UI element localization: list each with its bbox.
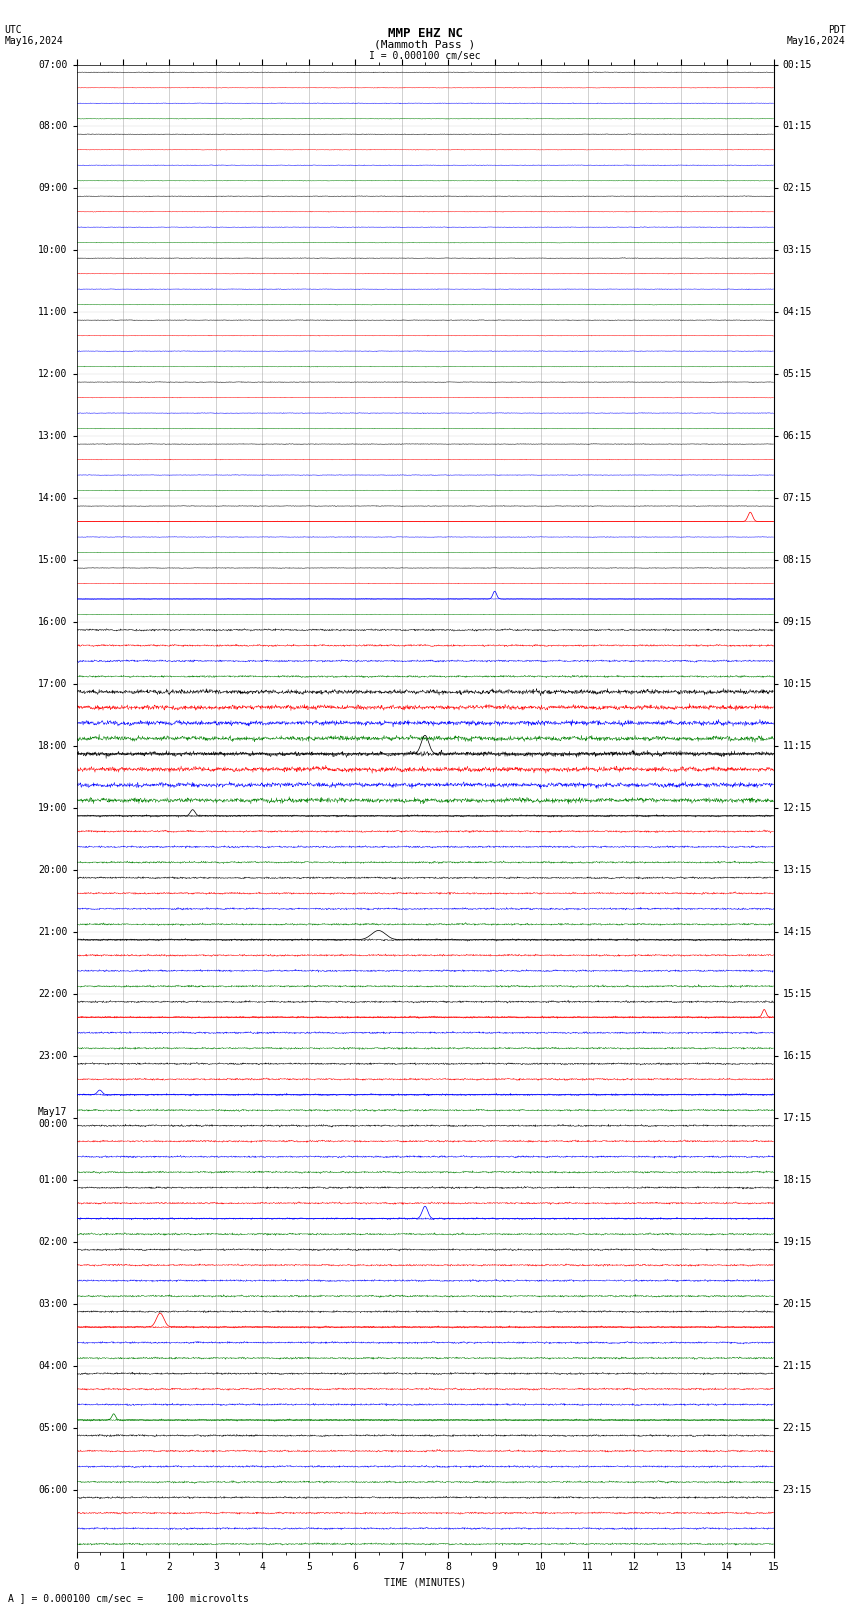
X-axis label: TIME (MINUTES): TIME (MINUTES) bbox=[384, 1578, 466, 1587]
Text: UTC: UTC bbox=[4, 24, 22, 35]
Text: I = 0.000100 cm/sec: I = 0.000100 cm/sec bbox=[369, 50, 481, 61]
Text: PDT: PDT bbox=[828, 24, 846, 35]
Text: MMP EHZ NC: MMP EHZ NC bbox=[388, 26, 462, 40]
Text: May16,2024: May16,2024 bbox=[787, 37, 846, 47]
Text: (Mammoth Pass ): (Mammoth Pass ) bbox=[374, 39, 476, 50]
Text: A ] = 0.000100 cm/sec =    100 microvolts: A ] = 0.000100 cm/sec = 100 microvolts bbox=[8, 1594, 249, 1603]
Text: May16,2024: May16,2024 bbox=[4, 37, 63, 47]
